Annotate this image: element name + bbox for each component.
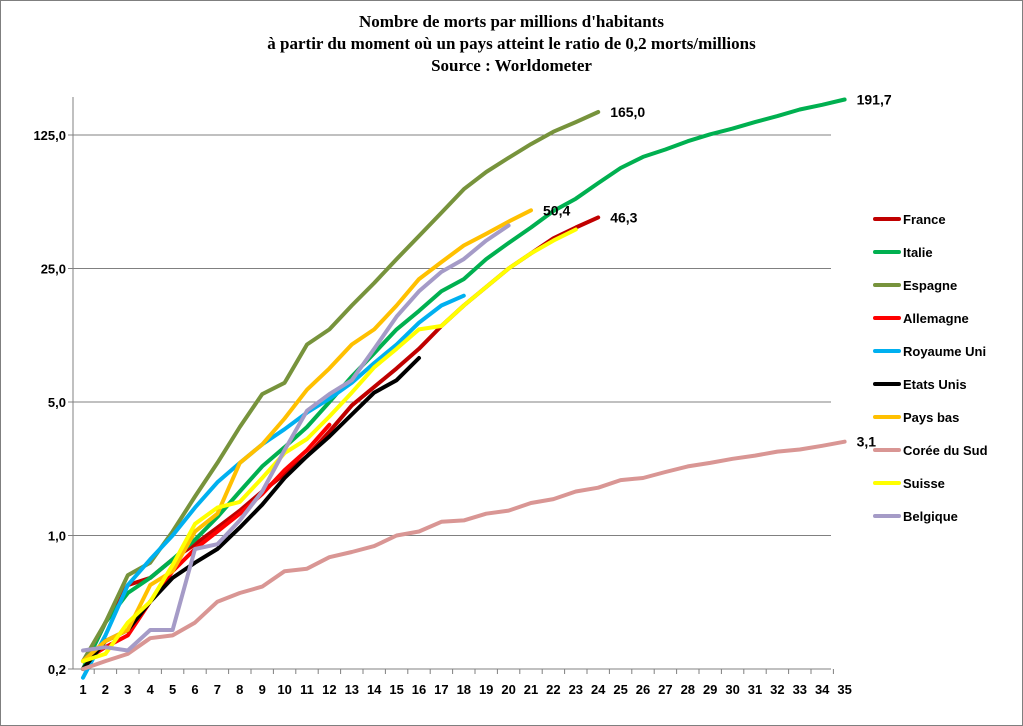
x-tick-label: 6 [191,682,198,697]
legend-label-espagne: Espagne [903,278,957,293]
x-tick-label: 4 [147,682,155,697]
x-tick-label: 9 [259,682,266,697]
x-tick-label: 3 [124,682,131,697]
x-tick-label: 21 [524,682,538,697]
x-tick-label: 26 [636,682,650,697]
x-tick-label: 2 [102,682,109,697]
series-line-belgique [81,223,511,653]
x-tick-label: 8 [236,682,243,697]
legend-label-allemagne: Allemagne [903,311,969,326]
y-tick-label: 25,0 [41,262,66,277]
legend-label-cor-e-du-sud: Corée du Sud [903,443,988,458]
end-label-espagne: 165,0 [610,104,645,120]
y-tick-label: 0,2 [48,662,66,677]
series-line-suisse [81,227,578,664]
x-tick-label: 25 [613,682,627,697]
x-tick-label: 29 [703,682,717,697]
x-tick-label: 15 [389,682,403,697]
x-tick-label: 7 [214,682,221,697]
series-line-allemagne [81,422,332,664]
end-label-pays-bas: 50,4 [543,202,570,218]
x-tick-label: 13 [345,682,359,697]
x-tick-label: 11 [300,682,314,697]
x-tick-label: 17 [434,682,448,697]
x-tick-label: 16 [412,682,426,697]
end-label-cor-e-du-sud: 3,1 [857,434,877,450]
chart-title-line-3: Source : Worldometer [431,56,592,75]
series-line-royaume-uni [81,293,466,680]
x-tick-label: 33 [793,682,807,697]
x-tick-label: 5 [169,682,176,697]
legend-label-france: France [903,212,946,227]
y-tick-label: 5,0 [48,395,66,410]
x-tick-label: 20 [501,682,515,697]
x-tick-label: 24 [591,682,606,697]
series-line-etats-unis [81,356,421,671]
x-tick-label: 23 [569,682,583,697]
chart-title-line-1: Nombre de morts par millions d'habitants [359,12,664,31]
x-tick-label: 1 [79,682,86,697]
x-tick-label: 31 [748,682,762,697]
chart-title-line-2: à partir du moment où un pays atteint le… [267,34,756,53]
legend-label-etats-unis: Etats Unis [903,377,967,392]
x-tick-label: 32 [770,682,784,697]
x-tick-label: 14 [367,682,382,697]
series-line-italie [81,97,847,671]
x-tick-label: 22 [546,682,560,697]
x-tick-label: 12 [322,682,336,697]
series-line-cor-e-du-sud [81,439,847,671]
x-tick-label: 35 [837,682,851,697]
series-line-pays-bas [81,208,533,664]
legend-label-royaume-uni: Royaume Uni [903,344,986,359]
end-label-italie: 191,7 [857,92,892,108]
legend-label-italie: Italie [903,245,933,260]
x-tick-label: 18 [457,682,471,697]
x-tick-label: 30 [725,682,739,697]
chart-title: Nombre de morts par millions d'habitants… [1,11,1022,77]
series-line-france [81,215,601,671]
x-tick-label: 34 [815,682,830,697]
y-tick-label: 1,0 [48,529,66,544]
legend-label-belgique: Belgique [903,509,958,524]
legend-label-pays-bas: Pays bas [903,410,959,425]
legend-label-suisse: Suisse [903,476,945,491]
y-tick-label: 125,0 [33,128,66,143]
x-tick-label: 10 [277,682,291,697]
x-tick-label: 28 [681,682,695,697]
x-tick-label: 19 [479,682,493,697]
end-label-france: 46,3 [610,209,637,225]
x-tick-label: 27 [658,682,672,697]
